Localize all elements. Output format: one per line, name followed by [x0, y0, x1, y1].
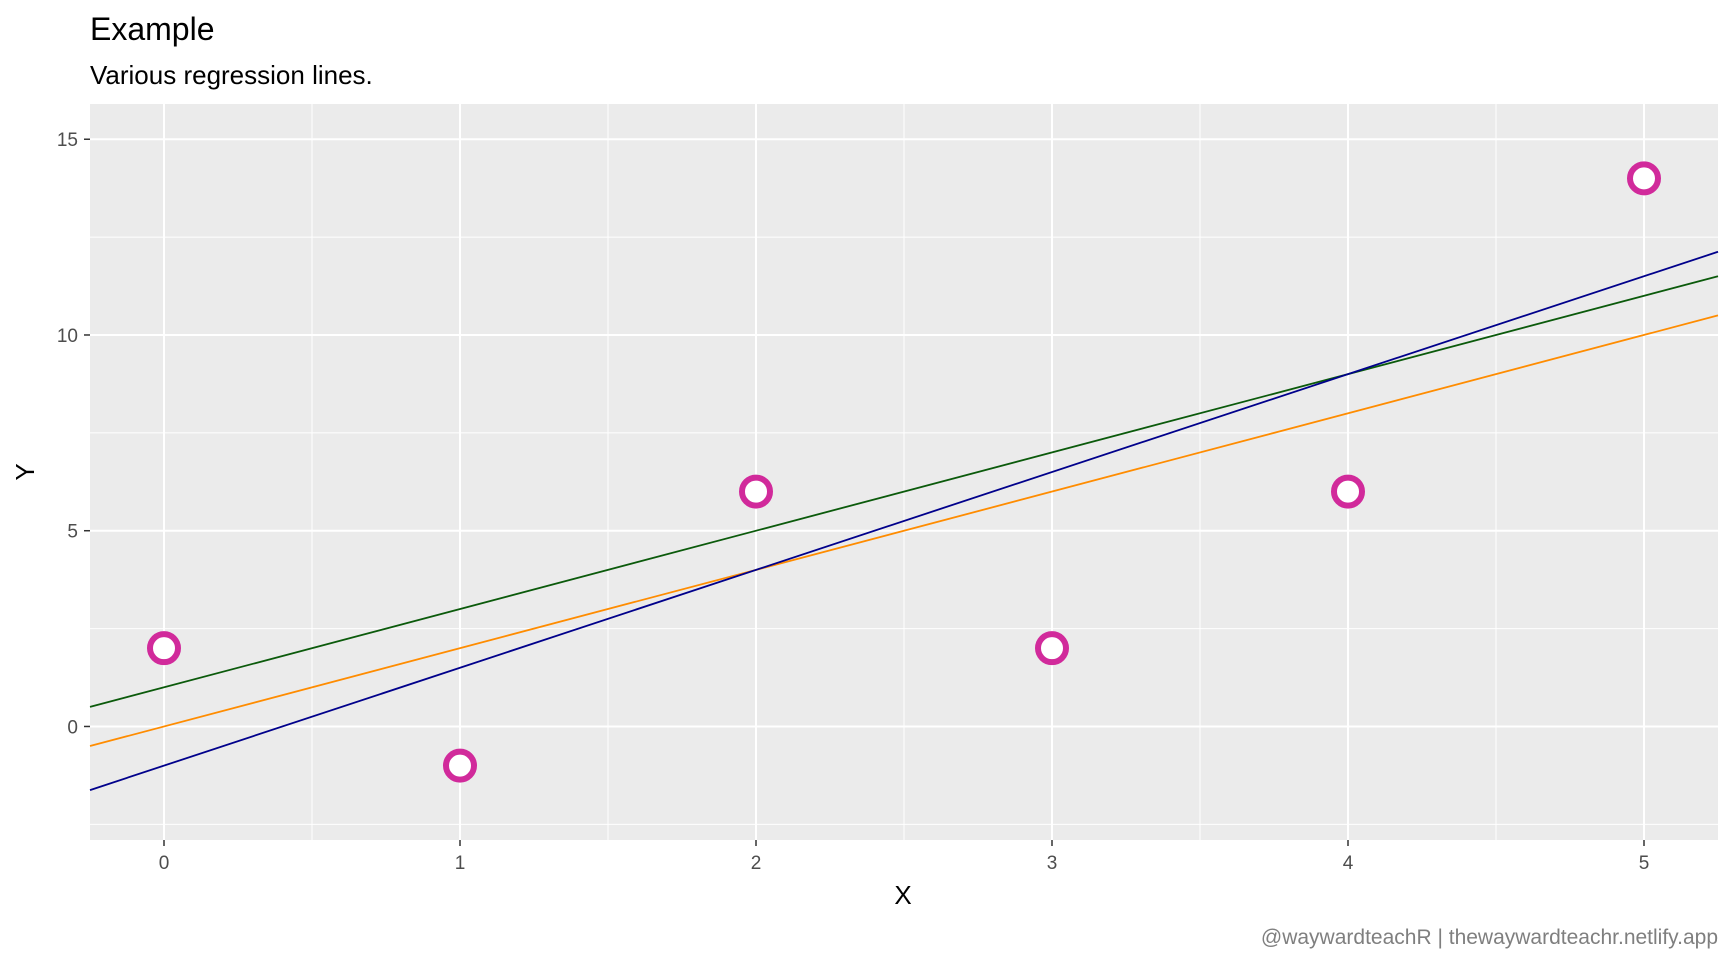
x-tick-label: 5 [1639, 853, 1650, 874]
data-point [1035, 631, 1069, 666]
x-tick-label: 3 [1047, 853, 1058, 874]
x-tick-label: 2 [751, 853, 762, 874]
x-tick-label: 0 [159, 853, 170, 874]
major-gridlines [90, 104, 1718, 840]
x-axis-title: X [894, 880, 911, 910]
y-tick-label: 5 [67, 522, 78, 543]
x-tick-label: 1 [455, 853, 466, 874]
data-point [1331, 474, 1365, 509]
chart-caption: @waywardteachR | thewaywardteachr.netlif… [1261, 926, 1718, 949]
x-tick-label: 4 [1343, 853, 1354, 874]
y-axis-title: Y [10, 463, 40, 480]
data-point [147, 631, 181, 666]
regression-line-3 [89, 250, 1719, 791]
chart-title: Example [90, 11, 215, 47]
data-point [739, 474, 773, 509]
y-tick-label: 10 [57, 326, 78, 347]
minor-gridlines [90, 104, 1718, 840]
data-point [443, 748, 477, 783]
chart-subtitle: Various regression lines. [90, 60, 373, 90]
regression-line-1 [89, 275, 1719, 708]
y-axis: 0 5 10 15 [57, 130, 90, 738]
data-point [1627, 161, 1661, 196]
x-axis: 0 1 2 3 4 5 [159, 840, 1650, 874]
data-points [147, 161, 1661, 783]
y-tick-label: 15 [57, 130, 78, 151]
regression-lines [89, 250, 1719, 791]
regression-line-2 [89, 314, 1719, 747]
y-tick-label: 0 [67, 717, 78, 738]
